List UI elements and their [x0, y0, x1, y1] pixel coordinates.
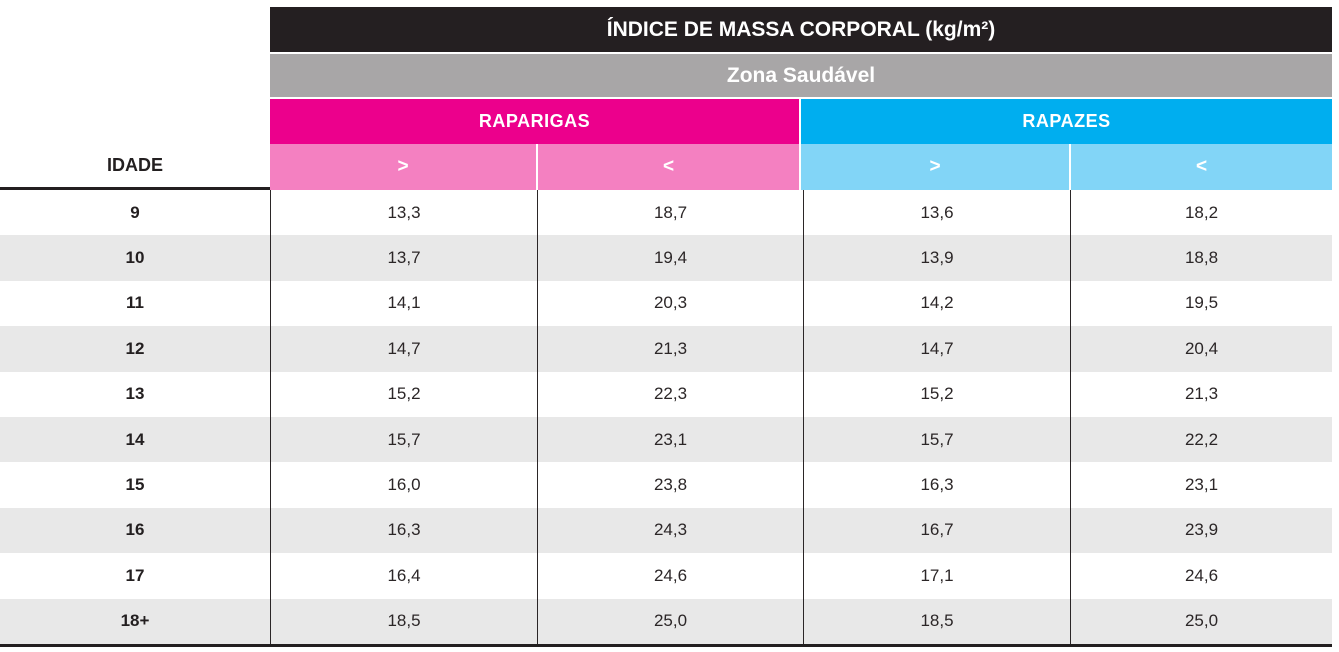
boys-max-cell: 19,5: [1070, 280, 1332, 327]
girls-group-header: RAPARIGAS: [270, 99, 799, 144]
healthy-zone-label: Zona Saudável: [726, 63, 876, 87]
boys-min-cell: 16,7: [803, 507, 1070, 554]
boys-min-cell: 13,6: [803, 190, 1070, 236]
boys-max-cell: 23,1: [1070, 462, 1332, 508]
boys-min-cell: 18,5: [803, 598, 1070, 644]
girls-max-cell: 19,4: [537, 235, 803, 281]
table-row: 10 13,7 19,4 13,9 18,8: [0, 235, 1332, 281]
girls-group-label: RAPARIGAS: [478, 111, 591, 131]
boys-min-cell: 16,3: [803, 462, 1070, 508]
table-row: 12 14,7 21,3 14,7 20,4: [0, 326, 1332, 372]
age-cell: 17: [125, 565, 145, 585]
girls-max-cell: 24,3: [537, 507, 803, 554]
girls-min-cell: 14,1: [270, 280, 537, 327]
girls-upper-bound-header: <: [538, 144, 799, 190]
boys-max-cell: 18,8: [1070, 235, 1332, 281]
greater-than-symbol: >: [929, 156, 941, 177]
boys-min-cell: 15,7: [803, 416, 1070, 463]
boys-min-cell: 13,9: [803, 235, 1070, 281]
age-cell: 9: [130, 202, 140, 222]
boys-min-cell: 14,2: [803, 280, 1070, 327]
age-column-header: IDADE: [0, 144, 270, 190]
table-row: 11 14,1 20,3 14,2 19,5: [0, 280, 1332, 327]
girls-max-cell: 23,8: [537, 462, 803, 508]
table-title: ÍNDICE DE MASSA CORPORAL (kg/m²): [606, 17, 996, 41]
girls-min-cell: 15,2: [270, 371, 537, 417]
table-row: 18+ 18,5 25,0 18,5 25,0: [0, 598, 1332, 644]
girls-min-cell: 16,3: [270, 507, 537, 554]
girls-min-cell: 13,7: [270, 235, 537, 281]
girls-max-cell: 20,3: [537, 280, 803, 327]
boys-max-cell: 20,4: [1070, 326, 1332, 372]
girls-max-cell: 25,0: [537, 598, 803, 644]
boys-lower-bound-header: >: [801, 144, 1069, 190]
table-row: 9 13,3 18,7 13,6 18,2: [0, 190, 1332, 236]
boys-upper-bound-header: <: [1071, 144, 1332, 190]
girls-max-cell: 18,7: [537, 190, 803, 236]
age-cell: 13: [125, 384, 145, 404]
boys-max-cell: 23,9: [1070, 507, 1332, 554]
girls-min-cell: 16,0: [270, 462, 537, 508]
girls-max-cell: 22,3: [537, 371, 803, 417]
girls-min-cell: 15,7: [270, 416, 537, 463]
greater-than-symbol: >: [397, 156, 409, 177]
age-cell: 12: [125, 338, 145, 358]
age-header-label: IDADE: [106, 155, 163, 175]
boys-min-cell: 15,2: [803, 371, 1070, 417]
girls-max-cell: 21,3: [537, 326, 803, 372]
girls-max-cell: 23,1: [537, 416, 803, 463]
boys-max-cell: 25,0: [1070, 598, 1332, 644]
age-cell: 14: [125, 429, 145, 449]
girls-min-cell: 13,3: [270, 190, 537, 236]
table-title-bar: ÍNDICE DE MASSA CORPORAL (kg/m²): [270, 7, 1332, 52]
table-row: 15 16,0 23,8 16,3 23,1: [0, 462, 1332, 508]
age-cell: 15: [125, 475, 145, 495]
girls-min-cell: 16,4: [270, 553, 537, 599]
data-grid: 9 13,3 18,7 13,6 18,2 10 13,7 19,4 13,9 …: [0, 190, 1332, 647]
table-row: 14 15,7 23,1 15,7 22,2: [0, 416, 1332, 463]
girls-max-cell: 24,6: [537, 553, 803, 599]
age-cell: 11: [126, 293, 144, 313]
less-than-symbol: <: [1195, 156, 1208, 177]
healthy-zone-bar: Zona Saudável: [270, 54, 1332, 97]
boys-group-label: RAPAZES: [1022, 111, 1111, 131]
boys-max-cell: 21,3: [1070, 371, 1332, 417]
boys-max-cell: 22,2: [1070, 416, 1332, 463]
age-cell: 10: [125, 248, 145, 268]
boys-min-cell: 17,1: [803, 553, 1070, 599]
boys-max-cell: 18,2: [1070, 190, 1332, 236]
table-row: 13 15,2 22,3 15,2 21,3: [0, 371, 1332, 417]
boys-group-header: RAPAZES: [801, 99, 1332, 144]
table-row: 17 16,4 24,6 17,1 24,6: [0, 553, 1332, 599]
girls-min-cell: 18,5: [270, 598, 537, 644]
girls-min-cell: 14,7: [270, 326, 537, 372]
table-row: 16 16,3 24,3 16,7 23,9: [0, 507, 1332, 554]
less-than-symbol: <: [662, 156, 675, 177]
boys-max-cell: 24,6: [1070, 553, 1332, 599]
age-cell: 16: [125, 520, 145, 540]
age-cell: 18+: [120, 611, 150, 631]
girls-lower-bound-header: >: [270, 144, 536, 190]
boys-min-cell: 14,7: [803, 326, 1070, 372]
